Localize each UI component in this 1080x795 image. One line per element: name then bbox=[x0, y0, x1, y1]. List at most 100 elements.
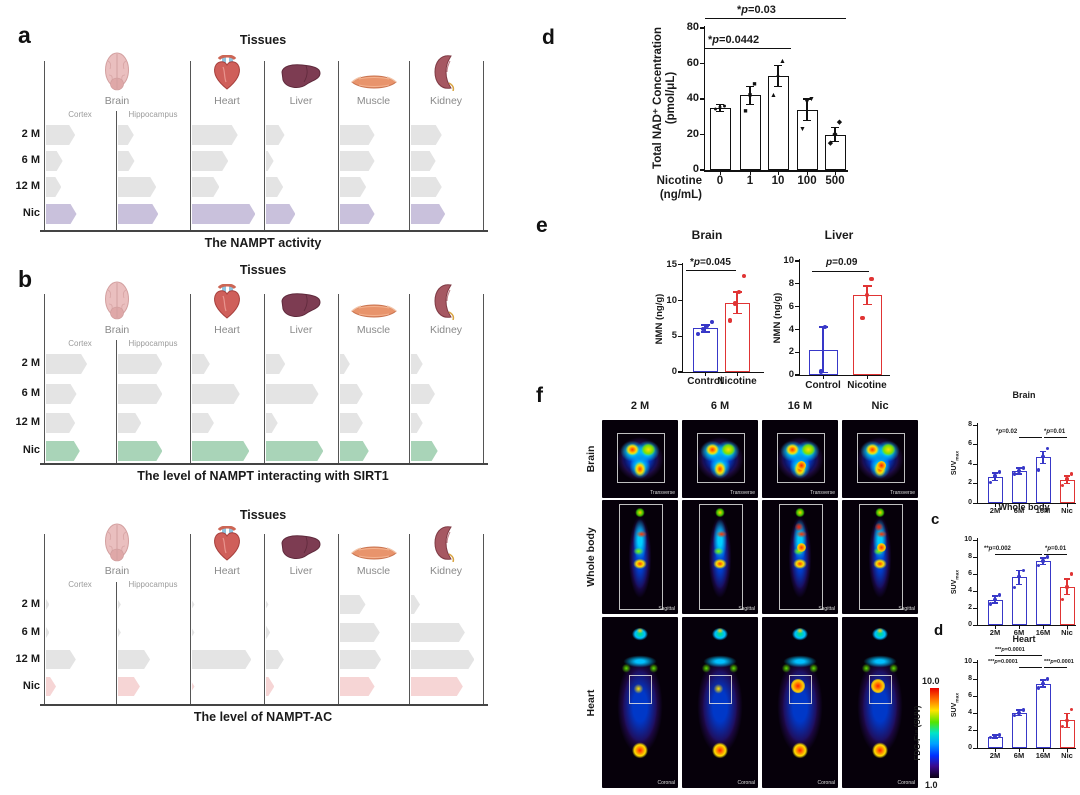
organ-label: Liver bbox=[289, 565, 313, 577]
panel-label-d2: d bbox=[934, 622, 944, 639]
tissue-bar bbox=[192, 595, 195, 614]
y-tick-label: 6 bbox=[968, 569, 972, 577]
plane-label: Transverse bbox=[890, 490, 915, 496]
significance-label: *p=0.02 bbox=[996, 429, 1018, 435]
y-tick bbox=[699, 169, 704, 171]
error-bar bbox=[806, 99, 808, 121]
x-tick bbox=[749, 171, 751, 175]
data-point bbox=[1060, 724, 1065, 729]
row-label: 2 M bbox=[21, 128, 40, 140]
y-tick-label: 4 bbox=[968, 586, 972, 594]
brain-icon bbox=[104, 51, 130, 91]
tissue-bar bbox=[340, 151, 375, 171]
pet-column-header: 2 M bbox=[630, 400, 650, 412]
pet-image-whole-body-2M: Sagittal bbox=[602, 500, 678, 614]
data-point bbox=[737, 289, 742, 295]
data-point bbox=[1036, 686, 1041, 690]
tissue-bar bbox=[411, 177, 442, 197]
organ-label: Muscle bbox=[356, 324, 391, 336]
x-category-label: Nicotine bbox=[717, 376, 757, 387]
data-point bbox=[818, 369, 823, 374]
tissue-bar bbox=[192, 354, 210, 374]
data-point bbox=[1065, 584, 1069, 589]
y-tick bbox=[973, 573, 977, 575]
y-axis bbox=[977, 538, 978, 625]
roi-box bbox=[629, 675, 652, 704]
y-axis-label: Total NAD⁺ Concentration (pmol/μL) bbox=[652, 27, 678, 169]
pet-image-whole-body-Nic: Sagittal bbox=[842, 500, 918, 614]
pet-row-label: Whole body bbox=[585, 527, 597, 587]
x-category-label: 2M bbox=[989, 628, 1001, 637]
row-label: 12 M bbox=[15, 652, 40, 665]
y-tick bbox=[973, 556, 977, 558]
tissue-bar bbox=[411, 204, 446, 224]
organ-label: Kidney bbox=[429, 565, 463, 577]
error-bar bbox=[749, 86, 751, 105]
y-tick bbox=[973, 624, 977, 626]
y-axis bbox=[977, 423, 978, 503]
panel-label-a: a bbox=[18, 22, 31, 48]
tissue-bar bbox=[46, 354, 88, 374]
x-tick bbox=[719, 171, 721, 175]
column-divider bbox=[338, 61, 340, 230]
brain-icon bbox=[104, 280, 130, 320]
x-category-label: 100 bbox=[797, 175, 817, 187]
suv-heart-chart: 0 2 4 6 8 10 Heart SUVmax 2M 6M 16M Nic ***p=0.0001 *… bbox=[950, 630, 1080, 775]
plane-label: Coronal bbox=[657, 780, 675, 786]
tissue-bar bbox=[46, 125, 76, 145]
error-cap-bottom bbox=[700, 331, 710, 333]
y-tick bbox=[973, 463, 977, 465]
roi-box bbox=[709, 675, 732, 704]
error-cap-bottom bbox=[803, 119, 811, 121]
data-point bbox=[741, 273, 746, 279]
y-tick-label: 2 bbox=[788, 346, 794, 358]
tissue-bar bbox=[340, 595, 366, 614]
y-tick bbox=[973, 713, 977, 715]
x-tick bbox=[1018, 749, 1020, 752]
y-tick-label: 0 bbox=[968, 743, 972, 751]
muscle-icon bbox=[350, 302, 397, 320]
tissue-bar bbox=[46, 650, 76, 669]
x-tick bbox=[1042, 749, 1044, 752]
roi-box bbox=[617, 433, 665, 483]
organ-label: Brain bbox=[104, 95, 130, 107]
y-axis bbox=[798, 259, 800, 375]
suv-colorbar bbox=[930, 688, 939, 778]
data-point-square: ■ bbox=[752, 81, 757, 89]
organ-label: Brain bbox=[104, 324, 130, 336]
y-tick bbox=[973, 539, 977, 541]
baseline-axis bbox=[40, 463, 488, 465]
tissue-bar bbox=[46, 677, 57, 696]
x-tick bbox=[736, 373, 738, 377]
row-label: Nic bbox=[22, 207, 40, 219]
plane-label: Transverse bbox=[650, 490, 675, 496]
significance-line bbox=[995, 655, 1042, 657]
error-cap-top bbox=[818, 326, 828, 328]
x-tick bbox=[806, 171, 808, 175]
roi-box bbox=[777, 433, 825, 483]
y-tick bbox=[677, 335, 682, 337]
kidney-icon bbox=[432, 282, 460, 321]
y-tick bbox=[699, 133, 704, 136]
roi-box bbox=[619, 504, 663, 610]
x-category-label: 16M bbox=[1035, 751, 1051, 760]
tissue-bar bbox=[118, 677, 140, 696]
tissue-bar bbox=[340, 177, 367, 197]
y-tick bbox=[973, 444, 977, 446]
tissue-bar bbox=[46, 595, 50, 614]
data-point bbox=[997, 593, 1002, 598]
roi-box bbox=[697, 433, 745, 483]
row-label: 6 M bbox=[21, 154, 40, 166]
column-divider bbox=[190, 294, 192, 463]
panel-label-d: d bbox=[542, 26, 555, 49]
y-tick bbox=[973, 695, 977, 697]
significance-label: *p=0.01 bbox=[1044, 429, 1066, 435]
chart-title: Whole body bbox=[998, 502, 1050, 512]
x-category-label: Control bbox=[687, 376, 723, 387]
y-tick-label: 6 bbox=[968, 440, 972, 448]
error-cap-bottom bbox=[862, 303, 872, 305]
tissue-bar bbox=[340, 354, 350, 374]
data-point bbox=[1036, 563, 1041, 568]
subregion-label: Hippocampus bbox=[128, 339, 178, 348]
tissue-bar bbox=[118, 354, 163, 374]
